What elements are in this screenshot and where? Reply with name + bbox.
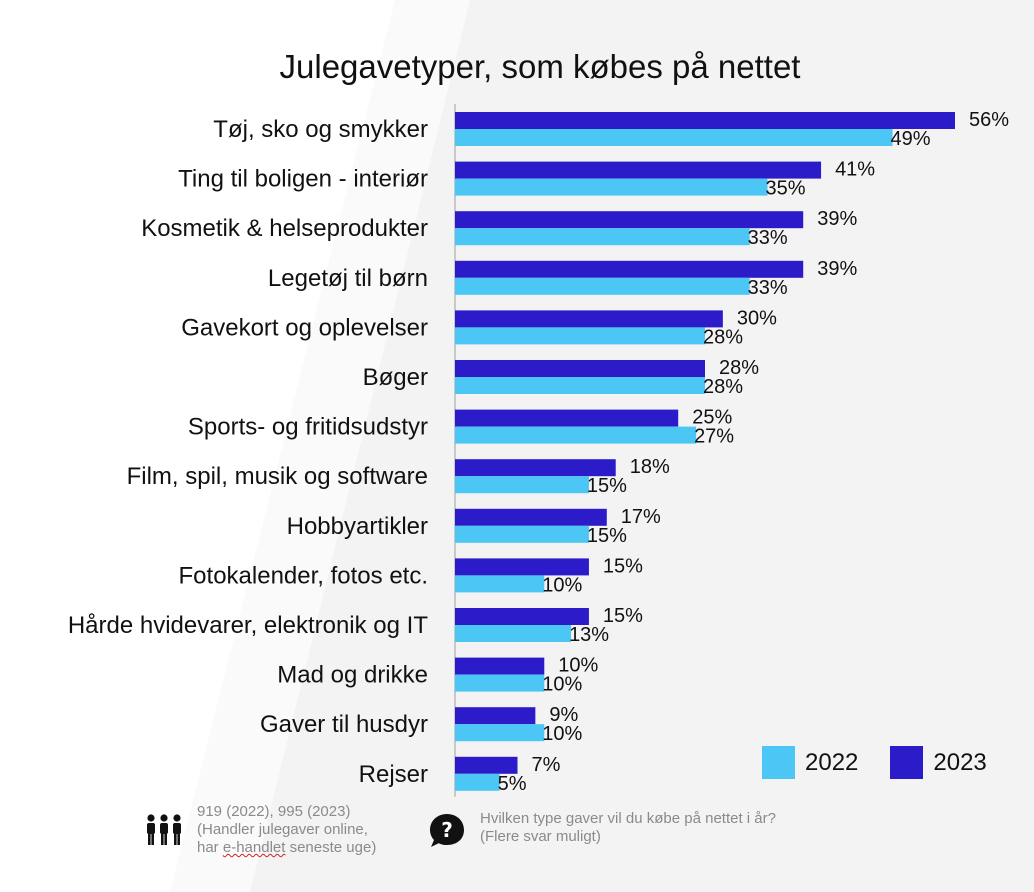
category-label: Gavekort og oplevelser [181, 314, 428, 341]
bar-2022 [455, 773, 500, 791]
category-label: Tøj, sko og smykker [213, 116, 428, 143]
bar-2023 [455, 211, 804, 229]
value-label-2022: 28% [703, 326, 743, 348]
value-label-2023: 15% [603, 555, 643, 577]
value-label-2022: 15% [587, 525, 627, 547]
value-label-2023: 39% [817, 208, 857, 230]
value-label-2023: 39% [817, 258, 857, 280]
value-label-2022: 33% [748, 277, 788, 299]
bar-2022 [455, 625, 572, 642]
bar-2022 [455, 277, 750, 295]
value-label-2023: 56% [969, 109, 1009, 131]
value-label-2023: 9% [549, 704, 578, 726]
bar-2022 [455, 178, 768, 196]
spellcheck-word: e-handlet [222, 839, 286, 856]
value-label-2022: 35% [766, 178, 806, 200]
category-label: Mad og drikke [277, 662, 428, 689]
legend-label-2022: 2022 [805, 748, 859, 776]
category-label: Bøger [363, 364, 428, 391]
svg-text:?: ? [441, 818, 453, 842]
category-label: Sports- og fritidsudstyr [188, 414, 428, 441]
category-label: Fotokalender, fotos etc. [179, 562, 428, 589]
value-label-2022: 10% [542, 723, 582, 745]
value-label-2023: 17% [621, 506, 661, 528]
bar-2023 [455, 608, 589, 625]
category-label: Legetøj til børn [268, 265, 428, 292]
category-label: Rejser [359, 761, 428, 788]
bar-2023 [455, 260, 804, 278]
category-label: Ting til boligen - interiør [178, 166, 428, 193]
category-label: Gaver til husdyr [260, 711, 428, 738]
bar-chart: Tøj, sko og smykker 56% 49% Ting til bolige… [68, 104, 1009, 797]
legend-swatch-2023 [890, 746, 924, 779]
survey-note: (Flere svar muligt) [480, 828, 601, 845]
bar-2022 [455, 228, 750, 246]
bar-2022 [455, 327, 705, 345]
bar-2023 [455, 657, 545, 675]
value-label-2022: 13% [569, 624, 609, 646]
bar-2022 [455, 724, 545, 742]
bar-2023 [455, 310, 723, 328]
survey-question: Hvilken type gaver vil du købe på nettet… [480, 810, 776, 827]
bar-2023 [455, 112, 955, 129]
bar-2023 [455, 161, 822, 179]
value-label-2023: 15% [603, 605, 643, 627]
bar-2022 [455, 575, 545, 593]
value-label-2022: 28% [703, 376, 743, 398]
bar-2023 [455, 459, 616, 477]
people-icon [145, 813, 183, 852]
bar-2022 [455, 525, 589, 543]
sample-description-cont: har e-handlet seneste uge) [197, 839, 377, 856]
value-label-2023: 10% [558, 655, 598, 677]
category-label: Kosmetik & helseprodukter [141, 215, 428, 242]
sample-size: 919 (2022), 995 (2023) [197, 803, 351, 820]
bar-2023 [455, 409, 679, 427]
category-label: Hobbyartikler [287, 513, 428, 540]
category-label: Film, spil, musik og software [127, 463, 428, 490]
question-info: ? Hvilken type gaver vil du købe på nett… [428, 810, 776, 855]
value-label-2022: 5% [498, 773, 527, 795]
legend-swatch-2022 [762, 746, 795, 779]
question-bubble-icon: ? [428, 812, 466, 855]
sample-info: 919 (2022), 995 (2023) (Handler julegave… [145, 803, 376, 857]
bar-2023 [455, 756, 518, 774]
category-label: Hårde hvidevarer, elektronik og IT [68, 612, 429, 639]
bar-2023 [455, 360, 705, 377]
sample-description: (Handler julegaver online, [197, 821, 368, 838]
bar-2022 [455, 674, 545, 692]
value-label-2022: 10% [542, 674, 582, 696]
value-label-2022: 27% [694, 426, 734, 448]
value-label-2022: 10% [542, 574, 582, 596]
bar-2022 [455, 377, 705, 394]
value-label-2023: 28% [719, 357, 759, 379]
value-label-2023: 7% [532, 754, 561, 776]
value-label-2023: 30% [737, 307, 777, 329]
legend: 2022 2023 [762, 746, 987, 779]
bar-2022 [455, 476, 589, 494]
legend-label-2023: 2023 [933, 748, 987, 776]
value-label-2023: 18% [630, 456, 670, 478]
bar-2023 [455, 707, 536, 725]
value-label-2023: 41% [835, 159, 875, 181]
value-label-2022: 33% [748, 227, 788, 249]
value-label-2023: 25% [692, 407, 732, 429]
bar-2023 [455, 508, 607, 526]
chart-title: Julegavetyper, som købes på nettet [279, 48, 801, 85]
bar-2022 [455, 426, 697, 444]
value-label-2022: 15% [587, 475, 627, 497]
bar-2022 [455, 129, 893, 146]
bar-2023 [455, 558, 589, 576]
value-label-2022: 49% [891, 128, 931, 150]
